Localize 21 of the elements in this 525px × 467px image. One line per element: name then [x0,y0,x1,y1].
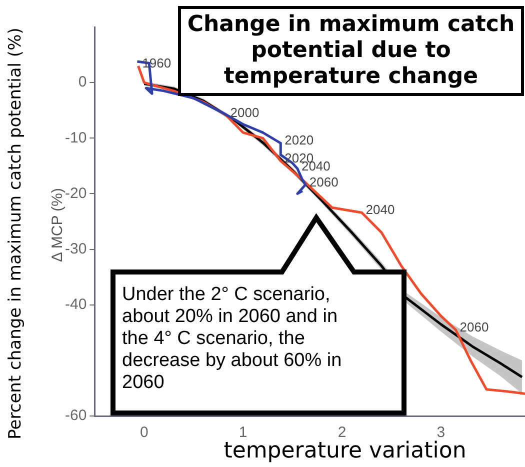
y-tick-label: -10 [64,129,87,146]
x-tick-label: 2 [338,424,346,442]
x-axis-title: temperature variation [224,438,466,464]
annotation: 2040 [366,202,395,218]
annotation: 1960 [142,55,172,70]
y-tick-label: -30 [64,240,87,258]
text: Δ MCP (%) [49,188,66,262]
annotation: 2000 [230,104,260,120]
x-tick-label: 0 [140,424,148,442]
text: Change in maximum catch potential due to temperature change [178,6,524,96]
y-tick-label: -20 [64,184,87,202]
x-tick-label: 3 [436,424,446,442]
y-tick-label: -40 [64,296,87,313]
x-tick-label: 1 [238,424,248,442]
y-axis-title: Percent change in maximum catch potential (%) [5,28,26,440]
y-tick-label: 0 [78,74,87,91]
annotation: 2020 [284,132,314,148]
annotation: 2060 [460,319,489,334]
y-tick-label: -60 [64,407,87,424]
annotation: Under the 2° C scenario, about 20% in 2060 and in the 4° C scenario, the decrease by about 60% in 2060 [122,284,342,393]
annotation: 2060 [309,174,338,190]
